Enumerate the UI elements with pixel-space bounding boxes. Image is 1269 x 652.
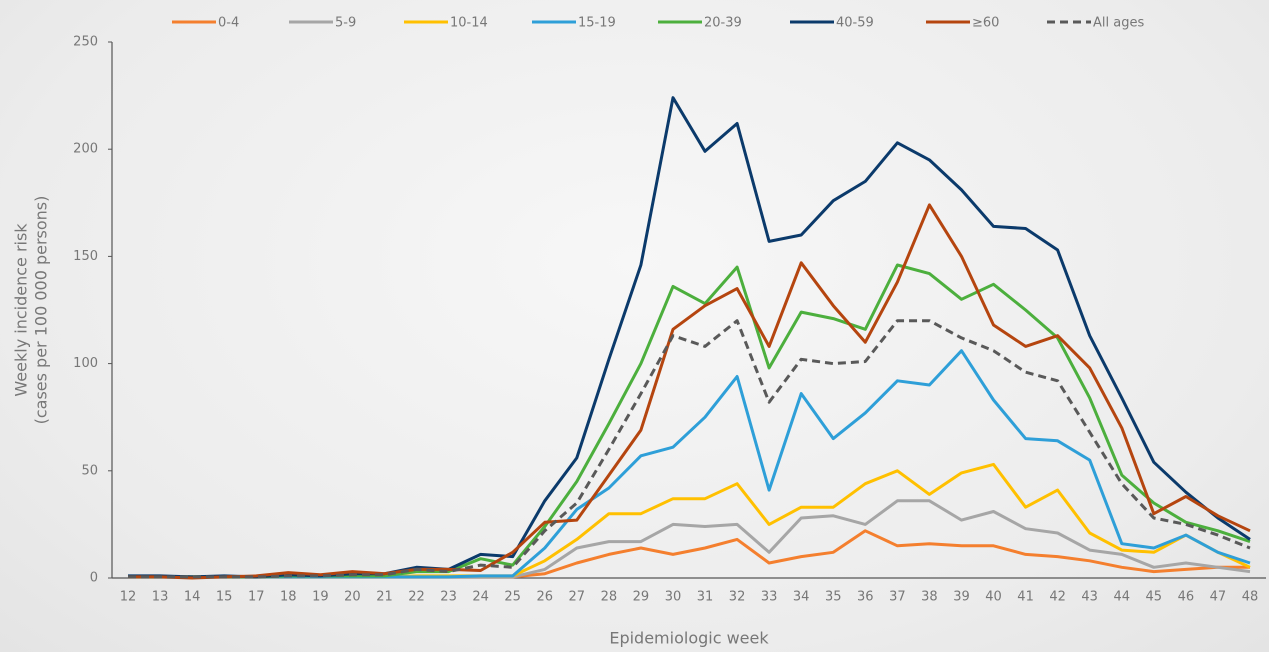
x-tick-label: 40 <box>985 590 1002 605</box>
chart: Weekly incidence risk (cases per 100 000… <box>0 0 1269 652</box>
x-tick-label: 33 <box>761 590 778 605</box>
legend-label: ≥60 <box>972 16 999 31</box>
legend-label: 15-19 <box>578 16 616 31</box>
x-tick-label: 44 <box>1113 590 1130 605</box>
x-tick-label: 41 <box>1017 590 1034 605</box>
x-tick-label: 42 <box>1049 590 1066 605</box>
legend-label: 0-4 <box>218 16 239 31</box>
x-tick-label: 47 <box>1210 590 1227 605</box>
x-tick-label: 32 <box>729 590 746 605</box>
x-tick-label: 30 <box>665 590 682 605</box>
series-line <box>128 98 1250 577</box>
x-tick-label: 31 <box>697 590 714 605</box>
x-tick-label: 13 <box>152 590 169 605</box>
series-line <box>128 501 1250 577</box>
legend-label: All ages <box>1093 16 1144 31</box>
x-tick-label: 27 <box>569 590 586 605</box>
x-tick-label: 22 <box>408 590 425 605</box>
x-tick-label: 24 <box>472 590 489 605</box>
x-tick-label: 43 <box>1081 590 1098 605</box>
y-tick-label: 50 <box>81 463 98 478</box>
x-tick-label: 14 <box>184 590 201 605</box>
x-tick-label: 39 <box>953 590 970 605</box>
x-tick-label: 38 <box>921 590 938 605</box>
x-tick-label: 20 <box>344 590 361 605</box>
legend-label: 40-59 <box>836 16 874 31</box>
y-axis-title: Weekly incidence risk <box>12 223 31 397</box>
series-line <box>128 531 1250 577</box>
x-tick-label: 21 <box>376 590 393 605</box>
x-tick-label: 36 <box>857 590 874 605</box>
x-tick-label: 45 <box>1146 590 1163 605</box>
x-tick-label: 34 <box>793 590 810 605</box>
x-axis-title: Epidemiologic week <box>609 629 769 648</box>
x-tick-label: 23 <box>440 590 457 605</box>
x-tick-label: 19 <box>312 590 329 605</box>
x-tick-label: 18 <box>280 590 297 605</box>
y-axis-title: (cases per 100 000 persons) <box>32 196 51 425</box>
x-tick-label: 12 <box>120 590 137 605</box>
legend-label: 10-14 <box>450 16 488 31</box>
x-tick-label: 15 <box>216 590 233 605</box>
x-tick-label: 28 <box>601 590 618 605</box>
x-tick-label: 17 <box>248 590 265 605</box>
y-tick-label: 200 <box>73 142 98 157</box>
x-tick-label: 35 <box>825 590 842 605</box>
x-tick-label: 26 <box>536 590 553 605</box>
x-tick-label: 25 <box>504 590 521 605</box>
y-tick-label: 100 <box>73 356 98 371</box>
x-tick-label: 46 <box>1178 590 1195 605</box>
x-tick-label: 29 <box>633 590 650 605</box>
legend-label: 5-9 <box>335 16 356 31</box>
y-tick-label: 150 <box>73 249 98 264</box>
y-tick-label: 250 <box>73 35 98 50</box>
x-tick-label: 48 <box>1242 590 1259 605</box>
x-tick-label: 37 <box>889 590 906 605</box>
legend-label: 20-39 <box>704 16 742 31</box>
y-tick-label: 0 <box>90 571 98 586</box>
